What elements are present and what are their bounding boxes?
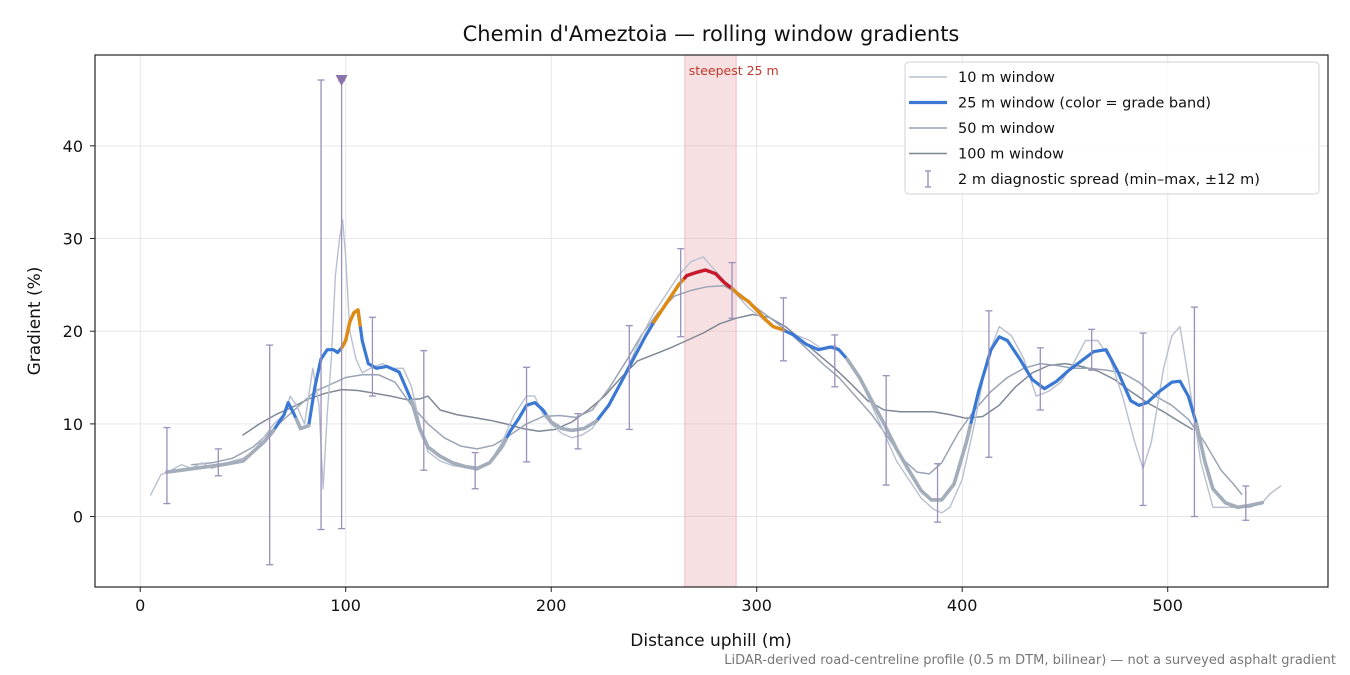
spread-bar (574, 413, 582, 450)
spread-bar (779, 297, 787, 362)
legend-item: 100 m window (909, 147, 1064, 163)
legend-label: 2 m diagnostic spread (min–max, ±12 m) (958, 172, 1260, 188)
series-25m-low-grade-segment (545, 414, 599, 433)
plot-frame (94, 54, 1329, 588)
x-tick-label: 200 (536, 596, 567, 615)
steepest-band-label: steepest 25 m (689, 63, 779, 78)
x-tick-label: 500 (1152, 596, 1183, 615)
series-25m-low-grade-segment (294, 417, 311, 431)
legend-item: 25 m window (color = grade band) (909, 96, 1211, 112)
spread-bar (1088, 328, 1096, 371)
spread-bar (523, 366, 531, 463)
y-tick-label: 30 (63, 230, 83, 249)
spread-bar (420, 350, 428, 471)
marker-layer (335, 74, 348, 86)
spread-bar (163, 426, 171, 505)
spread-bar (368, 316, 376, 397)
peak-marker-triangle (335, 74, 348, 86)
legend-item: 50 m window (909, 121, 1055, 137)
footnote: LiDAR-derived road-centreline profile (0… (724, 653, 1336, 668)
x-tick-label: 100 (330, 596, 361, 615)
spread-bar (317, 79, 325, 531)
series-line-10m (149, 219, 1282, 514)
x-axis-label: Distance uphill (m) (630, 631, 791, 651)
legend-label: 50 m window (958, 121, 1055, 137)
x-tick-label: 400 (947, 596, 978, 615)
x-tick-label: 0 (135, 596, 145, 615)
series-25m-low-grade-segment (845, 357, 973, 502)
spread-bar (1036, 347, 1044, 411)
series-25m-low-grade-segment (165, 428, 276, 474)
legend-label: 10 m window (958, 70, 1055, 86)
y-tick-label: 10 (63, 415, 83, 434)
spread-bar (471, 451, 479, 490)
spread-bar (934, 463, 942, 523)
axis-ticks: 0 100 200 300 400 500 0 10 20 30 40 (63, 137, 1183, 615)
spread-bar (882, 375, 890, 486)
spread-bar (728, 261, 736, 319)
spread-bar (266, 344, 274, 566)
series-25m-very_steep-segment (683, 268, 734, 291)
spread-bar (1139, 332, 1147, 507)
legend-item: 2 m diagnostic spread (min–max, ±12 m) (925, 170, 1260, 188)
spread-bars-layer (163, 79, 1250, 566)
y-tick-label: 20 (63, 322, 83, 341)
legend-label: 25 m window (color = grade band) (958, 96, 1211, 112)
spread-bar (214, 448, 222, 477)
spread-bar (677, 248, 685, 338)
chart-title: Chemin d'Ameztoia — rolling window gradi… (463, 22, 960, 46)
series-line-100m (242, 313, 1194, 436)
series-25m-steep-segment (339, 308, 362, 350)
legend-box (904, 61, 1320, 195)
y-axis-label: Gradient (%) (25, 267, 45, 376)
spread-bar (1190, 306, 1198, 518)
series-25m-low-grade-segment (1194, 422, 1264, 510)
spread-bar (831, 334, 839, 388)
legend: 10 m window 25 m window (color = grade ba… (904, 61, 1320, 195)
spread-bar (1242, 485, 1250, 521)
legend-label: 100 m window (958, 147, 1064, 163)
y-tick-label: 40 (63, 137, 83, 156)
series-25m-steep-segment (730, 286, 786, 332)
x-tick-label: 300 (741, 596, 772, 615)
series-25m-steep-segment (652, 276, 687, 324)
y-tick-label: 0 (73, 508, 83, 527)
spread-bar (625, 324, 633, 431)
legend-item: 10 m window (909, 70, 1055, 86)
spread-bar (985, 310, 993, 458)
